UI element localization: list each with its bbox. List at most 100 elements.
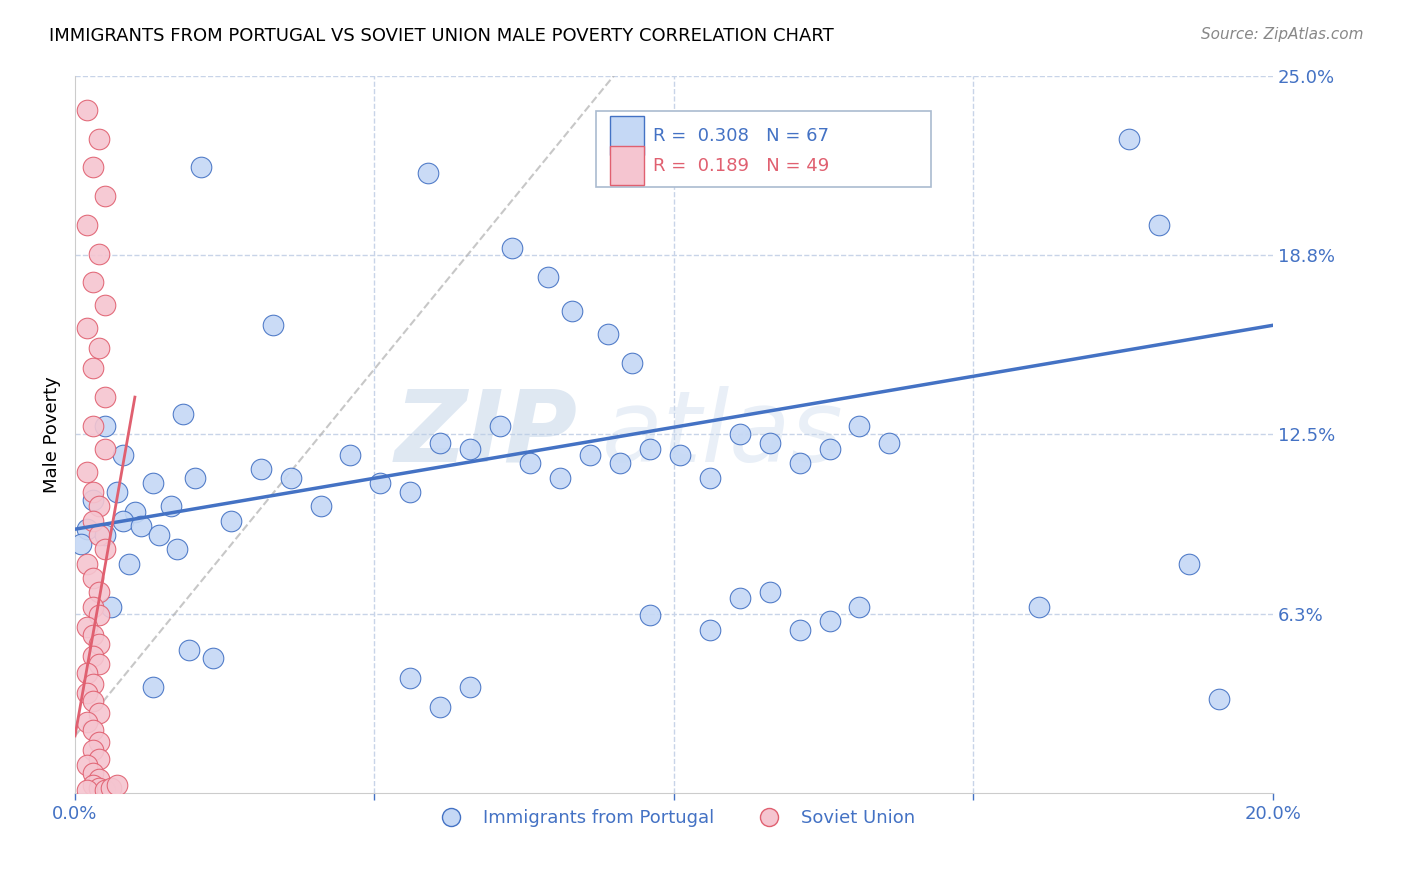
Point [339, 448, 361, 462]
Point [87, 657, 110, 672]
Point [82, 723, 104, 738]
Point [76, 522, 98, 536]
Point [94, 542, 117, 557]
Point [100, 780, 122, 795]
Point [70, 536, 93, 550]
Point [76, 321, 98, 335]
Point [1178, 557, 1201, 571]
Point [129, 519, 152, 533]
Text: Source: ZipAtlas.com: Source: ZipAtlas.com [1201, 27, 1364, 42]
Point [596, 326, 619, 341]
Point [82, 743, 104, 757]
Point [848, 418, 870, 433]
Point [94, 783, 117, 797]
Point [76, 686, 98, 700]
Point [94, 528, 117, 542]
Point [111, 448, 134, 462]
Point [76, 783, 98, 797]
Point [142, 476, 165, 491]
Point [399, 672, 422, 686]
Point [124, 505, 146, 519]
Point [82, 599, 104, 614]
Point [76, 665, 98, 680]
Point [87, 341, 110, 355]
Point [458, 680, 481, 694]
Point [699, 623, 721, 637]
Point [82, 648, 104, 663]
Point [1118, 131, 1140, 145]
Point [82, 161, 104, 175]
Legend: Immigrants from Portugal, Soviet Union: Immigrants from Portugal, Soviet Union [425, 802, 922, 835]
Point [82, 275, 104, 289]
Point [620, 356, 643, 370]
Text: ZIP: ZIP [395, 386, 578, 483]
Point [142, 680, 165, 694]
Point [1208, 691, 1230, 706]
Point [728, 427, 751, 442]
Point [249, 462, 271, 476]
Point [561, 304, 583, 318]
Point [76, 620, 98, 634]
Point [309, 500, 332, 514]
Point [105, 484, 128, 499]
Point [728, 591, 751, 606]
Point [399, 484, 422, 499]
Point [818, 614, 841, 628]
Point [87, 608, 110, 623]
Point [82, 484, 104, 499]
Point [94, 390, 117, 404]
Point [82, 778, 104, 792]
Point [87, 752, 110, 766]
Point [82, 571, 104, 585]
Point [758, 436, 780, 450]
Text: atlas: atlas [602, 386, 844, 483]
Point [118, 557, 141, 571]
Point [76, 218, 98, 232]
Point [76, 714, 98, 729]
Point [190, 161, 212, 175]
Point [94, 189, 117, 203]
Point [789, 623, 811, 637]
Point [280, 470, 302, 484]
Bar [610, 146, 644, 186]
Point [1028, 599, 1050, 614]
Point [579, 448, 602, 462]
Point [501, 241, 523, 255]
Point [429, 436, 451, 450]
Point [429, 700, 451, 714]
Point [148, 528, 170, 542]
Point [548, 470, 571, 484]
Point [458, 442, 481, 456]
Point [159, 500, 181, 514]
Point [489, 418, 512, 433]
Point [87, 585, 110, 599]
Point [94, 442, 117, 456]
Point [370, 476, 392, 491]
Y-axis label: Male Poverty: Male Poverty [44, 376, 60, 492]
Point [87, 772, 110, 786]
Point [87, 734, 110, 748]
Point [100, 599, 122, 614]
Point [82, 493, 104, 508]
Point [879, 436, 901, 450]
Point [76, 465, 98, 479]
Point [76, 557, 98, 571]
FancyBboxPatch shape [596, 112, 931, 186]
Point [262, 318, 284, 333]
Point [201, 651, 224, 665]
Point [76, 103, 98, 117]
Point [418, 166, 440, 180]
Point [87, 131, 110, 145]
Point [789, 456, 811, 470]
Point [669, 448, 692, 462]
Point [848, 599, 870, 614]
Text: R =  0.189   N = 49: R = 0.189 N = 49 [654, 157, 830, 175]
Point [87, 637, 110, 651]
Point [638, 608, 661, 623]
Point [82, 628, 104, 642]
Point [537, 269, 560, 284]
Point [76, 757, 98, 772]
Bar [610, 116, 644, 155]
Point [609, 456, 631, 470]
Point [177, 642, 200, 657]
